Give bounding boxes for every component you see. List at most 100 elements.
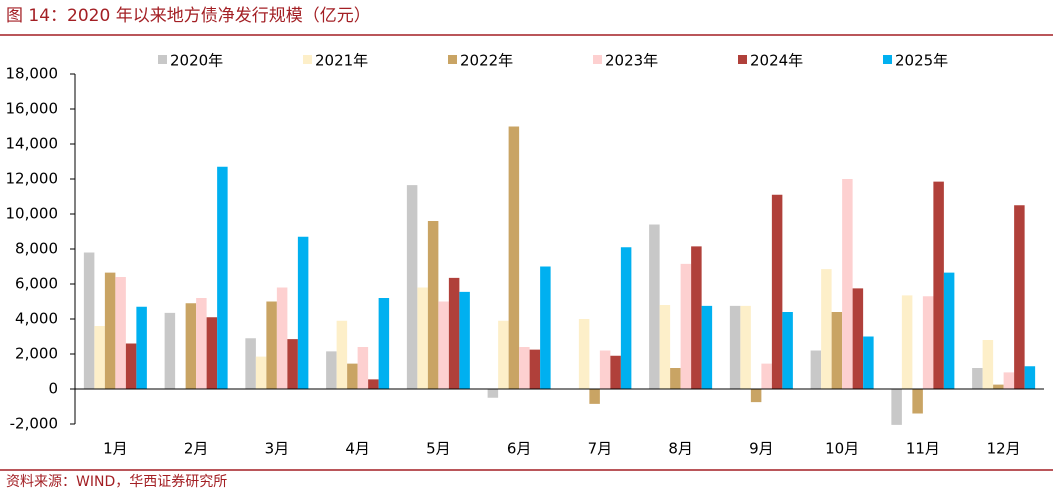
- y-tick-label: 10,000: [6, 205, 59, 223]
- x-tick-label: 3月: [265, 440, 290, 458]
- bar: [83, 252, 95, 389]
- x-tick-label: 7月: [588, 440, 613, 458]
- bar: [610, 355, 621, 389]
- legend-label: 2022年: [460, 52, 513, 70]
- bar: [498, 320, 509, 389]
- bar: [487, 389, 499, 398]
- x-tick-label: 11月: [906, 440, 940, 458]
- y-tick-label: -2,000: [10, 415, 58, 433]
- y-tick-label: 6,000: [15, 275, 58, 293]
- bar: [125, 343, 137, 389]
- x-tick-label: 5月: [426, 440, 451, 458]
- bar: [740, 305, 751, 389]
- bar: [1014, 205, 1025, 389]
- bar: [326, 351, 337, 389]
- legend-swatch: [738, 55, 747, 64]
- bar: [266, 301, 277, 389]
- bar: [782, 312, 793, 389]
- bar: [993, 384, 1004, 389]
- y-tick-label: 4,000: [15, 310, 58, 328]
- legend-swatch: [158, 55, 167, 64]
- y-tick-label: 16,000: [6, 100, 59, 118]
- x-tick-label: 4月: [345, 440, 370, 458]
- bar: [863, 336, 874, 389]
- bar: [115, 277, 126, 389]
- bar: [620, 247, 632, 389]
- bar: [659, 305, 671, 389]
- bar: [852, 288, 864, 389]
- bar: [750, 389, 762, 403]
- y-tick-label: 2,000: [15, 345, 58, 363]
- bar: [245, 338, 256, 389]
- bar: [982, 340, 994, 389]
- bar: [891, 389, 902, 425]
- x-tick-label: 10月: [825, 440, 859, 458]
- x-tick-label: 9月: [749, 440, 774, 458]
- bar: [821, 269, 832, 389]
- bar: [670, 368, 681, 389]
- legend-swatch: [303, 55, 312, 64]
- bar: [297, 236, 309, 389]
- bar: [347, 363, 358, 389]
- bar: [701, 305, 713, 389]
- bar: [448, 277, 460, 389]
- bar: [761, 363, 772, 389]
- bar: [540, 266, 551, 389]
- bar: [810, 350, 822, 389]
- y-tick-label: 12,000: [6, 170, 59, 188]
- bar: [508, 126, 520, 389]
- bar: [357, 347, 369, 389]
- bar: [529, 349, 541, 389]
- bar: [427, 221, 439, 389]
- bar: [276, 287, 288, 389]
- bar: [217, 166, 228, 389]
- bar: [649, 224, 660, 389]
- bar: [1003, 372, 1015, 389]
- x-tick-label: 6月: [507, 440, 532, 458]
- bar: [417, 287, 428, 389]
- x-tick-label: 2月: [184, 440, 209, 458]
- bar: [438, 301, 449, 389]
- bar: [831, 312, 843, 389]
- x-tick-label: 8月: [668, 440, 693, 458]
- bar: [196, 298, 207, 389]
- bar: [1024, 366, 1036, 389]
- legend-swatch: [883, 55, 892, 64]
- bar: [185, 303, 197, 389]
- legend-swatch: [448, 55, 457, 64]
- bar: [589, 389, 600, 404]
- bar: [94, 326, 105, 389]
- bar: [519, 347, 530, 389]
- bar: [912, 389, 923, 414]
- bar: [578, 319, 590, 389]
- bar: [255, 356, 267, 389]
- bar: [136, 306, 147, 389]
- bar: [691, 246, 702, 389]
- bar: [771, 194, 783, 389]
- bar: [378, 298, 390, 389]
- y-tick-label: 18,000: [6, 65, 59, 83]
- bar: [972, 368, 983, 389]
- bar: [287, 339, 298, 389]
- y-tick-label: 8,000: [15, 240, 58, 258]
- bar: [943, 272, 955, 389]
- bar: [729, 305, 741, 389]
- y-tick-label: 14,000: [6, 135, 59, 153]
- chart-title: 图 14：2020 年以来地方债净发行规模（亿元）: [6, 6, 371, 26]
- legend-label: 2024年: [750, 52, 803, 70]
- legend-label: 2023年: [605, 52, 658, 70]
- legend-label: 2020年: [170, 52, 223, 70]
- bar: [459, 291, 470, 389]
- x-tick-label: 12月: [987, 440, 1021, 458]
- bar: [680, 263, 692, 389]
- bar: [406, 185, 418, 389]
- source: 资料来源：WIND，华西证券研究所: [6, 474, 227, 490]
- bar: [104, 272, 116, 389]
- bar: [901, 295, 913, 389]
- legend-label: 2021年: [315, 52, 368, 70]
- legend-label: 2025年: [895, 52, 948, 70]
- bar: [842, 179, 853, 389]
- x-tick-label: 1月: [103, 440, 128, 458]
- bar: [164, 312, 176, 389]
